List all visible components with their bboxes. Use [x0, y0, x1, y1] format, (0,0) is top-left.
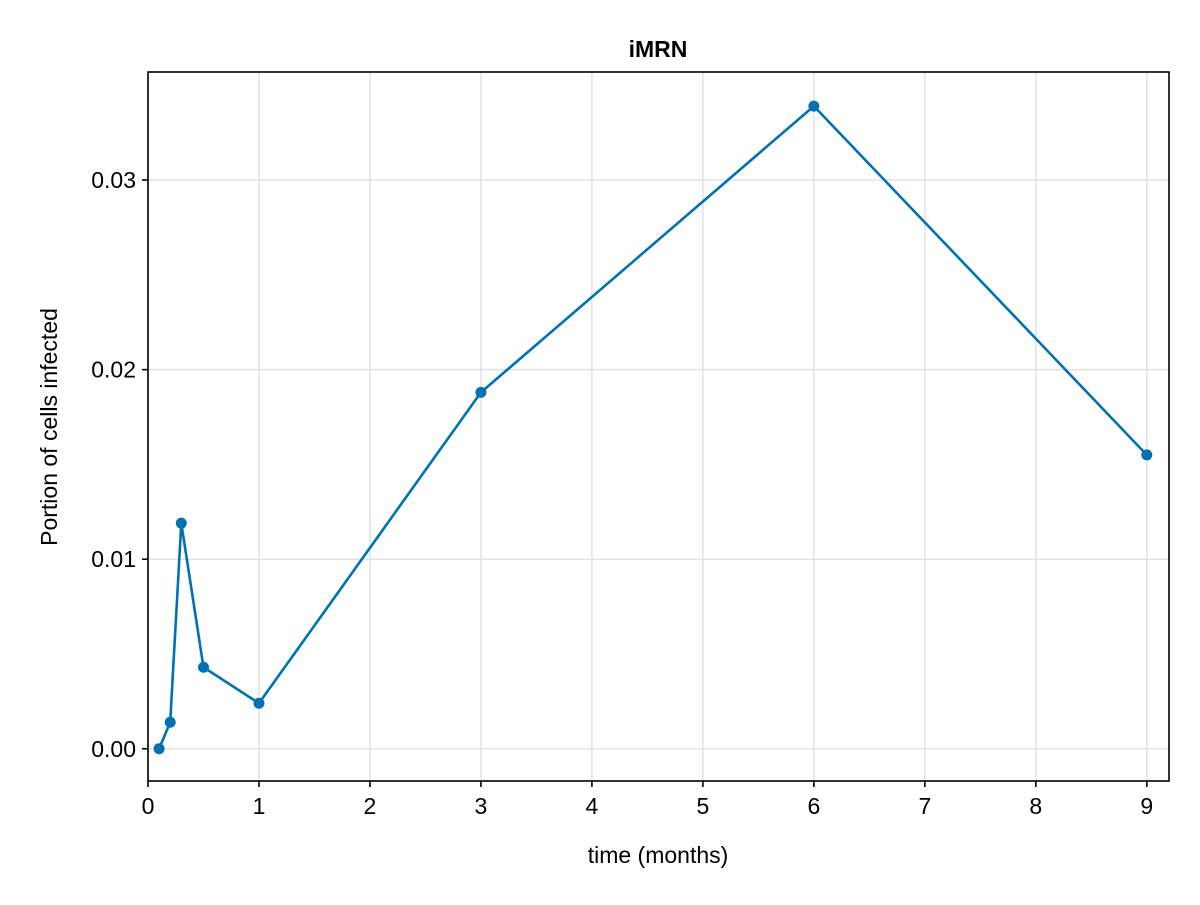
series-layer [153, 100, 1153, 755]
series-line [157, 104, 1148, 750]
x-tick-label: 0 [142, 793, 155, 819]
x-tick-label: 2 [364, 793, 377, 819]
x-tick-label: 8 [1029, 793, 1042, 819]
y-tick-label: 0.00 [91, 736, 136, 762]
data-point [153, 743, 165, 755]
plot-frame [147, 71, 1170, 782]
data-point [175, 517, 187, 529]
data-point [253, 697, 265, 709]
x-tick-label: 5 [696, 793, 709, 819]
y-tick-label: 0.03 [91, 167, 136, 193]
y-axis-label: Portion of cells infected [36, 308, 62, 546]
y-tick-label: 0.01 [91, 546, 136, 572]
data-point [1141, 449, 1153, 461]
x-tick-label: 6 [807, 793, 820, 819]
x-axis-label: time (months) [588, 842, 729, 868]
x-tick-label: 9 [1140, 793, 1153, 819]
axis-ticks: 0 1 2 3 4 5 6 7 8 9 0.00 0.01 0.02 0.03 [91, 167, 1153, 819]
x-tick-label: 4 [586, 793, 599, 819]
y-tick-label: 0.02 [91, 357, 136, 383]
x-tick-label: 7 [918, 793, 931, 819]
chart-title: iMRN [629, 36, 688, 62]
data-point [164, 716, 176, 728]
x-tick-label: 1 [253, 793, 266, 819]
grid [147, 72, 1169, 781]
data-point [197, 661, 209, 673]
data-point [475, 386, 487, 398]
data-point [808, 100, 820, 112]
x-tick-label: 3 [475, 793, 488, 819]
